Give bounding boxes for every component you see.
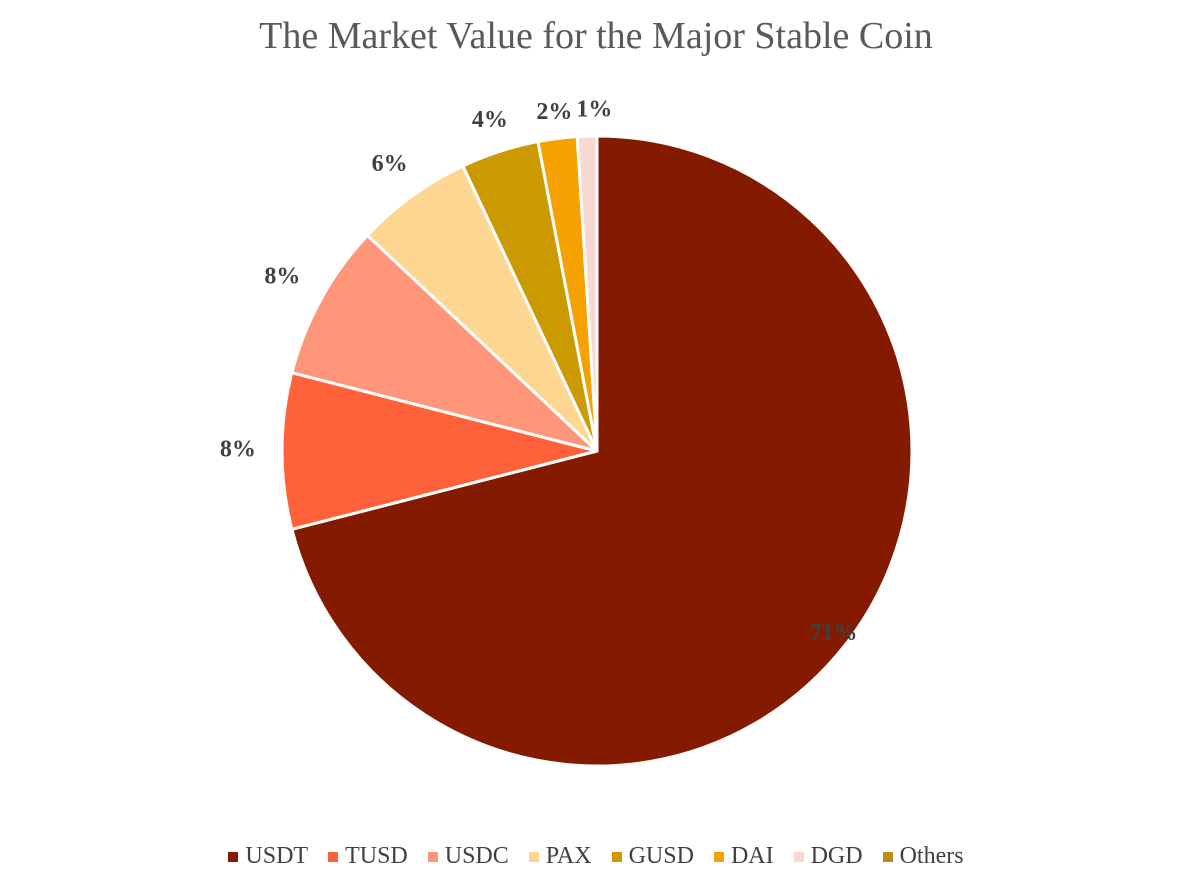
legend-swatch [611,851,622,862]
legend-item-tusd: TUSD [328,843,408,870]
legend: USDT TUSD USDC PAX GUSD DAI DGD Others [0,843,1192,870]
legend-item-gusd: GUSD [611,843,694,870]
legend-label: USDC [444,843,509,869]
legend-item-dgd: DGD [793,843,863,870]
legend-swatch [427,851,438,862]
legend-swatch [713,851,724,862]
data-label-dai: 2% [536,99,572,125]
data-label-tusd: 8% [220,437,256,463]
legend-label: USDT [245,843,309,869]
legend-item-usdc: USDC [427,843,509,870]
legend-swatch [882,851,893,862]
legend-swatch [793,851,804,862]
legend-label: PAX [545,843,592,869]
pie-slice-usdt [290,134,914,768]
legend-swatch [528,851,539,862]
pie-slice-pax [365,164,599,453]
legend-item-others: Others [882,843,964,870]
data-label-usdc: 8% [264,264,300,290]
chart-title: The Market Value for the Major Stable Co… [259,15,933,57]
pie-slice-dgd [575,134,599,453]
legend-label: GUSD [628,843,694,869]
data-label-gusd: 4% [472,107,508,133]
legend-item-usdt: USDT [228,843,308,870]
legend-swatch [328,851,339,862]
legend-swatch [228,851,239,862]
legend-label: DGD [810,843,863,869]
pie-slice-usdc [290,233,599,453]
legend-label: Others [899,843,964,869]
legend-item-pax: PAX [528,843,592,870]
data-label-pax: 6% [372,151,408,177]
pie-slice-tusd [280,371,599,531]
legend-label: DAI [730,843,774,869]
data-label-dgd: 1% [576,96,612,122]
data-label-usdt: 71% [809,620,857,646]
legend-label: TUSD [345,843,408,869]
legend-item-dai: DAI [713,843,774,870]
